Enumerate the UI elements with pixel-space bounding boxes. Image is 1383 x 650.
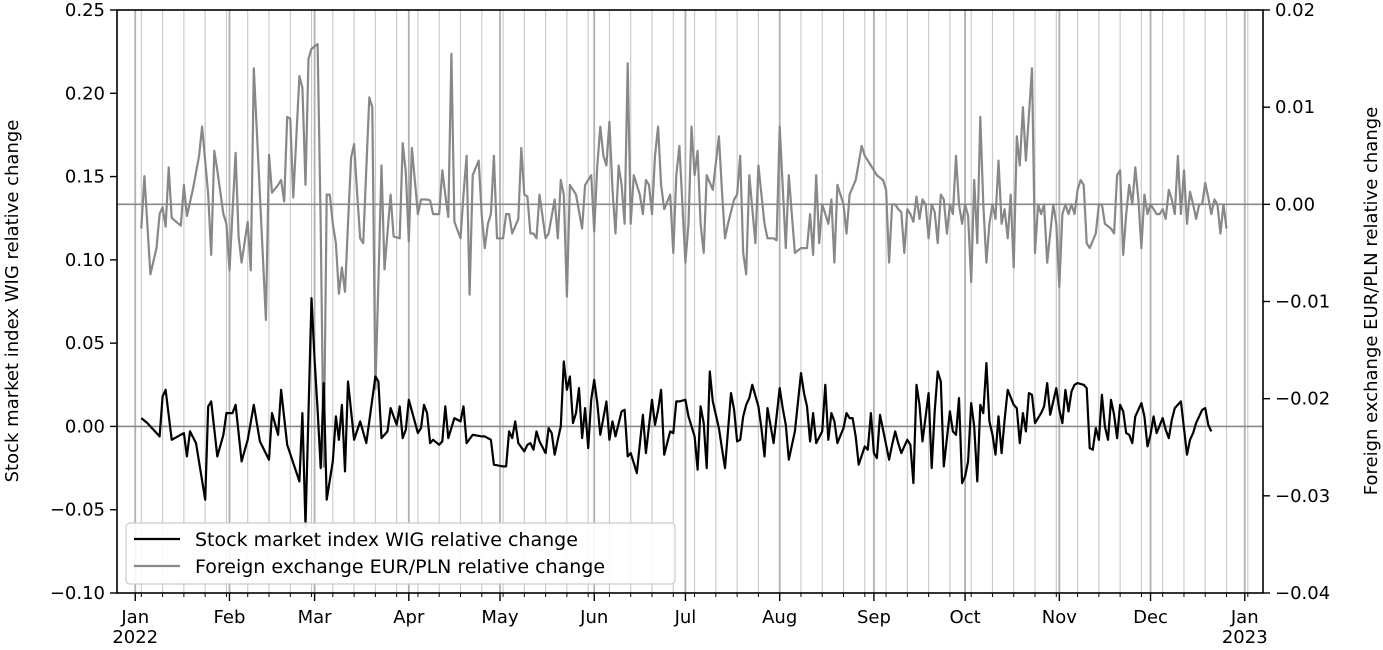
x-tick-label: May: [481, 607, 519, 628]
y-axis-label: Stock market index WIG relative change: [2, 120, 23, 483]
gridlines: [134, 10, 1249, 593]
y2-tick-label: 0.02: [1275, 0, 1315, 21]
x-tick-label: Apr: [393, 607, 425, 628]
y-tick-label: 0.10: [65, 250, 105, 271]
x-tick-label: Jan: [1230, 607, 1259, 628]
y2-tick-label: −0.02: [1275, 389, 1330, 410]
x-tick-label: Aug: [762, 607, 797, 628]
x-tick-label: Jul: [674, 607, 697, 628]
x-tick-label: Mar: [298, 607, 333, 628]
y2-tick-label: −0.01: [1275, 292, 1330, 313]
x-tick-label: Dec: [1133, 607, 1168, 628]
x-tick-label: Oct: [950, 607, 981, 628]
plot-frame: [116, 9, 1264, 594]
y2-tick-label: 0.00: [1275, 194, 1315, 215]
y2-tick-label: −0.03: [1275, 486, 1330, 507]
series-lines: [140, 42, 1228, 528]
x-tick-label: Jan: [120, 607, 149, 628]
zero-lines: [117, 203, 1263, 428]
y-tick-label: −0.10: [50, 583, 105, 604]
legend: Stock market index WIG relative change F…: [125, 522, 676, 585]
x-tick-label-year: 2023: [1222, 627, 1268, 646]
y2-axis-label: Foreign exchange EUR/PLN relative change: [1361, 107, 1382, 495]
y-tick-label: −0.05: [50, 500, 105, 521]
legend-label-eurpln: Foreign exchange EUR/PLN relative change: [195, 556, 605, 578]
legend-box: [125, 522, 676, 585]
series-line-eurpln: [140, 42, 1228, 468]
y-tick-label: 0.25: [65, 0, 105, 21]
y2-tick-label: 0.01: [1275, 97, 1315, 118]
legend-label-wig: Stock market index WIG relative change: [195, 529, 578, 551]
x-tick-label-year: 2022: [112, 627, 158, 646]
y-tick-label: 0.05: [65, 333, 105, 354]
x-tick-label: Nov: [1042, 607, 1077, 628]
x-tick-label: Feb: [214, 607, 246, 628]
x-tick-label: Sep: [857, 607, 891, 628]
y-tick-label: 0.00: [65, 416, 105, 437]
y-tick-label: 0.20: [65, 83, 105, 104]
y-tick-label: 0.15: [65, 167, 105, 188]
y2-tick-label: −0.04: [1275, 583, 1330, 604]
series-line-wig: [140, 297, 1213, 528]
x-tick-label: Jun: [579, 607, 608, 628]
